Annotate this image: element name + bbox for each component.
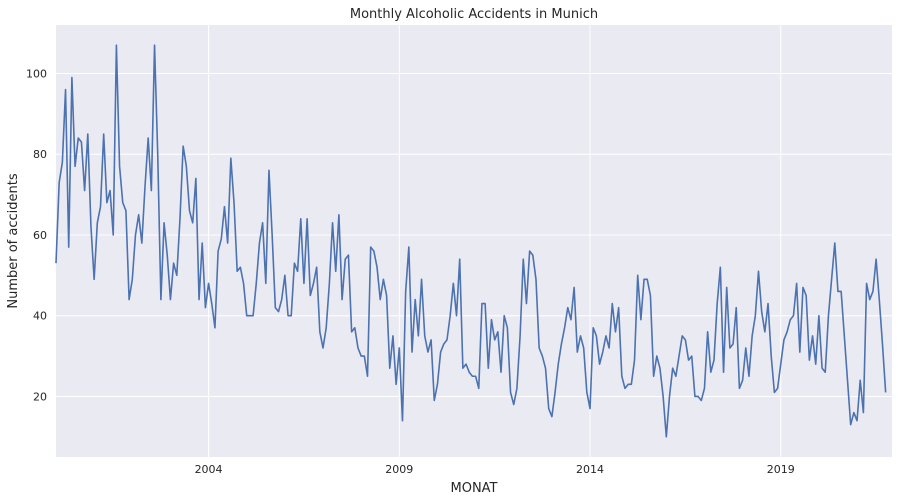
y-axis-label: Number of accidents bbox=[6, 173, 21, 308]
x-tick-label: 2014 bbox=[576, 463, 604, 476]
x-tick-label: 2004 bbox=[195, 463, 223, 476]
x-tick-label: 2019 bbox=[767, 463, 795, 476]
y-tick-label: 80 bbox=[33, 148, 47, 161]
grid bbox=[56, 25, 892, 457]
y-tick-label: 20 bbox=[33, 390, 47, 403]
x-axis-label: MONAT bbox=[451, 481, 498, 496]
tick-labels: 20 40 60 80 100 2004 2009 2014 2019 bbox=[26, 67, 795, 476]
y-tick-label: 40 bbox=[33, 310, 47, 323]
plot-area bbox=[56, 25, 892, 457]
series-line-0 bbox=[55, 44, 887, 438]
series-layer bbox=[55, 44, 887, 438]
y-tick-label: 100 bbox=[26, 67, 47, 80]
x-tick-label: 2009 bbox=[385, 463, 413, 476]
chart-title: Monthly Alcoholic Accidents in Munich bbox=[350, 7, 598, 22]
y-tick-label: 60 bbox=[33, 229, 47, 242]
